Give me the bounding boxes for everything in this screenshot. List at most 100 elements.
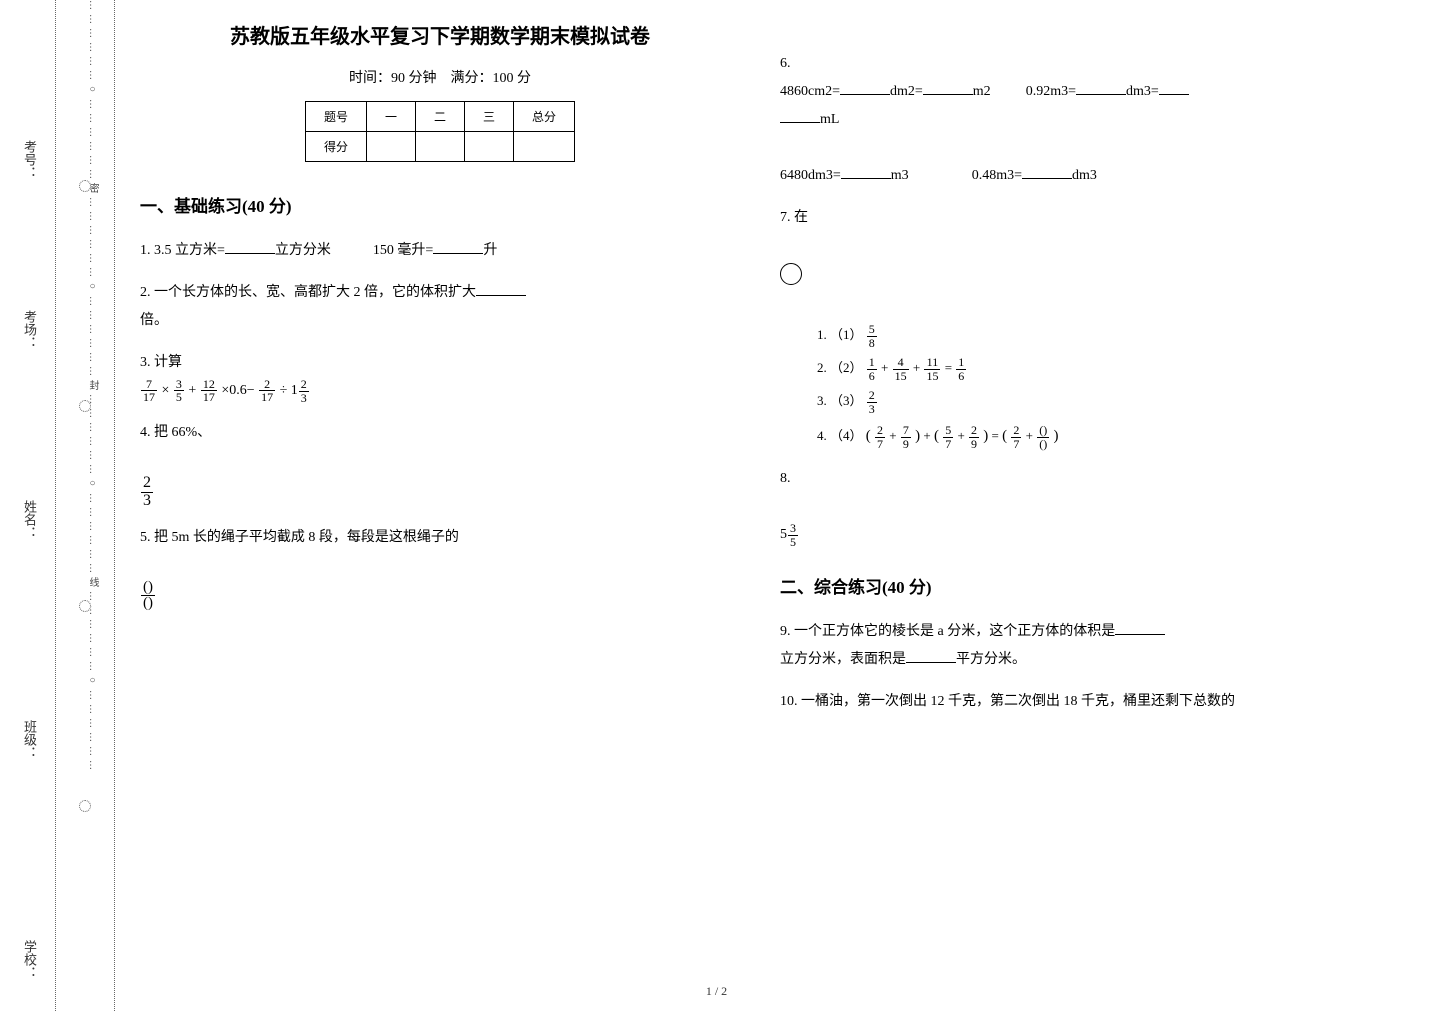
blank bbox=[780, 109, 820, 123]
frac-num: () bbox=[1037, 424, 1049, 438]
binding-fold-text: ………………○………………密………………○………………封………………○……………… bbox=[85, 0, 100, 1011]
item-num: （2） bbox=[830, 360, 863, 375]
fraction: 29 bbox=[969, 424, 979, 450]
frac-num: 1 bbox=[867, 356, 877, 370]
q7-list: （1） 58 （2） 16 + 415 + 1115 = 16 （3） 23 bbox=[830, 322, 1380, 451]
right-column: 6. 4860cm2=dm2=m2 0.92m3=dm3= mL 6480dm3… bbox=[780, 20, 1380, 730]
score-cell bbox=[415, 132, 464, 162]
frac-den: 5 bbox=[174, 391, 184, 404]
question-8: 8. 535 bbox=[780, 465, 1380, 549]
q3-mid: ×0.6− bbox=[221, 383, 254, 398]
q7-label: 7. 在 bbox=[780, 210, 808, 225]
list-item: （4） ( 27 + 79 ) + ( 57 + 29 ) = ( 27 + ( bbox=[830, 421, 1380, 451]
binding-circle bbox=[79, 800, 91, 812]
q8-label: 8. bbox=[780, 471, 791, 486]
question-10: 10. 一桶油，第一次倒出 12 千克，第二次倒出 18 千克，桶里还剩下总数的 bbox=[780, 688, 1380, 716]
q6-l2c: 0.48m3= bbox=[972, 168, 1022, 183]
blank bbox=[1076, 81, 1126, 95]
q1-prefix: 1. 3.5 立方米= bbox=[140, 243, 225, 258]
paren-open: ( bbox=[1002, 428, 1007, 444]
frac-num: 2 bbox=[141, 475, 153, 493]
item-num: （3） bbox=[830, 393, 863, 408]
paren-close: ) bbox=[1053, 428, 1058, 444]
fraction: 23 bbox=[867, 389, 877, 415]
fraction: 1217 bbox=[201, 378, 217, 404]
blank bbox=[923, 81, 973, 95]
frac-num: 12 bbox=[201, 378, 217, 392]
q6-label: 6. bbox=[780, 56, 791, 71]
q6-l1c: m2 bbox=[973, 84, 991, 99]
binding-label-name: 姓名： bbox=[20, 500, 39, 539]
frac-den: 17 bbox=[201, 391, 217, 404]
frac-num: 5 bbox=[867, 323, 877, 337]
fraction: 16 bbox=[956, 356, 966, 382]
q1-mid: 立方分米 150 毫升= bbox=[275, 243, 433, 258]
frac-den: () bbox=[1037, 438, 1049, 451]
question-4: 4. 把 66%、 23 bbox=[140, 419, 740, 510]
score-row-label: 得分 bbox=[305, 132, 366, 162]
q5-label: 5. 把 5m 长的绳子平均截成 8 段，每段是这根绳子的 bbox=[140, 530, 459, 545]
frac-den: 7 bbox=[943, 438, 953, 451]
page-footer: 1 / 2 bbox=[0, 984, 1433, 999]
page-subtitle: 时间：90 分钟 满分：100 分 bbox=[140, 67, 740, 87]
item-num: （1） bbox=[830, 327, 863, 342]
fraction: 717 bbox=[141, 378, 157, 404]
binding-circle bbox=[79, 180, 91, 192]
blank bbox=[225, 240, 275, 254]
frac-num: 2 bbox=[875, 424, 885, 438]
question-9: 9. 一个正方体它的棱长是 a 分米，这个正方体的体积是 立方分米，表面积是平方… bbox=[780, 618, 1380, 674]
blank bbox=[1022, 165, 1072, 179]
fraction: 57 bbox=[943, 424, 953, 450]
frac-num: () bbox=[141, 580, 155, 597]
q4-label: 4. 把 66%、 bbox=[140, 425, 211, 440]
frac-den: 3 bbox=[299, 392, 309, 405]
q1-suffix: 升 bbox=[483, 243, 497, 258]
score-header: 总分 bbox=[514, 102, 575, 132]
mixed-int: 1 bbox=[291, 377, 298, 405]
q6-l1f: mL bbox=[820, 112, 839, 127]
mixed-number: 535 bbox=[780, 521, 799, 549]
blank bbox=[1159, 81, 1189, 95]
frac-den: 3 bbox=[867, 403, 877, 416]
paren-close: ) bbox=[915, 428, 920, 444]
frac-num: 11 bbox=[924, 356, 940, 370]
score-table: 题号 一 二 三 总分 得分 bbox=[305, 101, 575, 162]
page-title: 苏教版五年级水平复习下学期数学期末模拟试卷 bbox=[140, 20, 740, 49]
question-5: 5. 把 5m 长的绳子平均截成 8 段，每段是这根绳子的 ()() bbox=[140, 524, 740, 613]
q10-text: 10. 一桶油，第一次倒出 12 千克，第二次倒出 18 千克，桶里还剩下总数的 bbox=[780, 694, 1235, 709]
fraction: 27 bbox=[1011, 424, 1021, 450]
frac-den: 17 bbox=[141, 391, 157, 404]
list-item: （2） 16 + 415 + 1115 = 16 bbox=[830, 355, 1380, 382]
score-header: 一 bbox=[366, 102, 415, 132]
blank bbox=[433, 240, 483, 254]
blank bbox=[841, 165, 891, 179]
score-header: 三 bbox=[465, 102, 514, 132]
score-cell bbox=[465, 132, 514, 162]
binding-label-room: 考场： bbox=[20, 310, 39, 349]
list-item: （1） 58 bbox=[830, 322, 1380, 349]
paren-open: ( bbox=[934, 428, 939, 444]
table-row: 得分 bbox=[305, 132, 574, 162]
question-6: 6. 4860cm2=dm2=m2 0.92m3=dm3= mL 6480dm3… bbox=[780, 50, 1380, 190]
fraction: 27 bbox=[875, 424, 885, 450]
q6-l2d: dm3 bbox=[1072, 168, 1097, 183]
main-content: 苏教版五年级水平复习下学期数学期末模拟试卷 时间：90 分钟 满分：100 分 … bbox=[140, 20, 1420, 730]
fraction: 35 bbox=[788, 522, 798, 548]
fraction: ()() bbox=[1037, 424, 1049, 450]
fraction: ()() bbox=[141, 580, 155, 613]
q6-l1b: dm2= bbox=[890, 84, 923, 99]
q6-l1a: 4860cm2= bbox=[780, 84, 840, 99]
frac-den: 8 bbox=[867, 337, 877, 350]
q6-l2a: 6480dm3= bbox=[780, 168, 841, 183]
q2-prefix: 2. 一个长方体的长、宽、高都扩大 2 倍，它的体积扩大 bbox=[140, 285, 476, 300]
fraction: 23 bbox=[299, 378, 309, 404]
circle-icon bbox=[780, 263, 802, 285]
frac-den: 5 bbox=[788, 536, 798, 549]
blank bbox=[840, 81, 890, 95]
section2-heading: 二、综合练习(40 分) bbox=[780, 573, 1380, 598]
frac-den: 17 bbox=[259, 391, 275, 404]
fraction: 16 bbox=[867, 356, 877, 382]
binding-circle bbox=[79, 600, 91, 612]
q6-l1e: dm3= bbox=[1126, 84, 1159, 99]
left-column: 苏教版五年级水平复习下学期数学期末模拟试卷 时间：90 分钟 满分：100 分 … bbox=[140, 20, 740, 730]
